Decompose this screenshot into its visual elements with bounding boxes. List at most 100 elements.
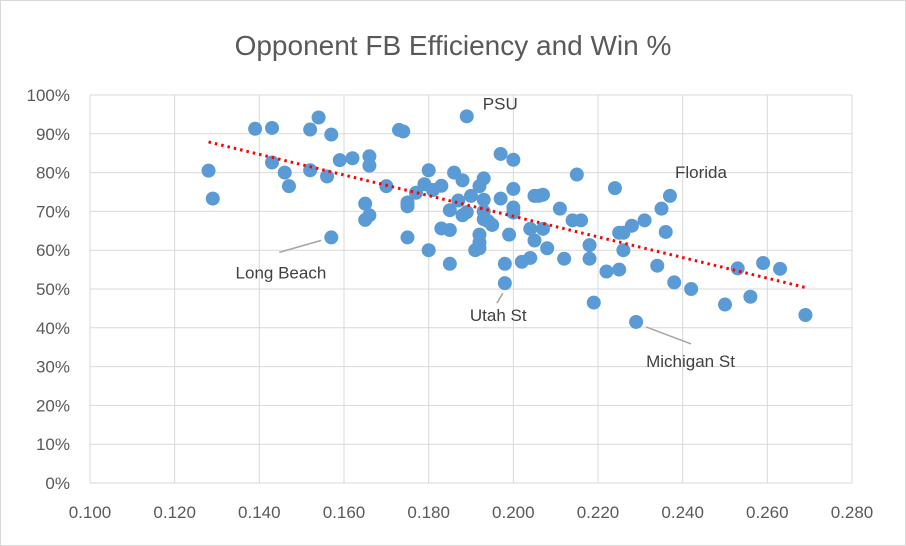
annotation-label: Florida [675, 163, 728, 182]
y-tick-label: 90% [36, 125, 70, 144]
x-axis-tick-labels: 0.100 0.120 0.140 0.160 0.180 0.200 0.220 0.240… [69, 503, 874, 522]
y-axis-tick-labels: 0% 10% 20% 30% 40% 50% 60% 70% 80% 90% 100% [27, 86, 70, 493]
x-tick-label: 0.120 [153, 503, 196, 522]
data-point [358, 196, 373, 211]
data-point [464, 188, 478, 203]
data-point [455, 173, 470, 188]
data-point [400, 230, 415, 245]
data-point [248, 121, 263, 136]
data-point [743, 289, 758, 304]
data-point [607, 181, 622, 196]
data-point [442, 223, 457, 238]
data-point [459, 205, 474, 220]
y-tick-label: 70% [36, 202, 70, 221]
data-point [265, 155, 280, 170]
data-point [730, 261, 745, 276]
chart-title: Opponent FB Efficiency and Win % [235, 30, 672, 61]
data-point [662, 188, 677, 203]
x-tick-label: 0.260 [746, 503, 789, 522]
data-point [535, 221, 550, 236]
data-point [324, 230, 339, 245]
data-point [506, 205, 521, 220]
data-point [557, 251, 572, 266]
data-point [637, 213, 652, 228]
x-tick-label: 0.200 [492, 503, 535, 522]
data-point [408, 185, 423, 200]
annotation-label: Utah St [470, 306, 527, 325]
annotation-label: Long Beach [236, 263, 327, 282]
data-point [311, 110, 326, 125]
y-tick-label: 80% [36, 164, 70, 183]
data-point [569, 167, 584, 182]
x-tick-label: 0.180 [407, 503, 450, 522]
data-point [756, 256, 771, 271]
data-point [586, 295, 601, 310]
data-point [493, 146, 508, 161]
data-points [201, 109, 813, 329]
x-tick-label: 0.140 [238, 503, 281, 522]
data-point [400, 199, 415, 214]
x-tick-label: 0.160 [323, 503, 366, 522]
data-point [362, 208, 377, 223]
data-point [773, 261, 788, 276]
data-point [472, 235, 487, 250]
x-tick-label: 0.220 [577, 503, 620, 522]
data-point [506, 181, 521, 196]
y-tick-label: 20% [36, 396, 70, 415]
data-point [658, 224, 673, 239]
data-point [654, 201, 669, 216]
data-point [540, 241, 555, 256]
data-point [718, 297, 732, 312]
data-point [320, 169, 335, 184]
data-point [527, 233, 542, 248]
data-point [582, 238, 597, 253]
data-point [442, 256, 457, 271]
data-point [442, 203, 457, 218]
data-point [277, 165, 292, 180]
data-point [684, 282, 699, 296]
data-point [324, 127, 339, 142]
data-point [434, 178, 449, 193]
annotations: PSU Florida Long Beach Utah St Michigan St [236, 94, 736, 371]
x-tick-label: 0.280 [831, 503, 874, 522]
y-tick-label: 40% [36, 319, 70, 338]
data-point [535, 187, 550, 202]
x-tick-label: 0.240 [661, 503, 704, 522]
data-point [624, 218, 639, 233]
data-point [582, 251, 597, 266]
y-tick-label: 60% [36, 241, 70, 260]
annotation-label: Michigan St [646, 352, 735, 371]
x-tick-label: 0.100 [69, 503, 112, 522]
annotation-leader-line [645, 326, 692, 345]
annotation-label: PSU [483, 94, 518, 113]
data-point [629, 314, 644, 329]
data-point [616, 243, 631, 258]
data-point [497, 276, 512, 291]
data-point [612, 262, 627, 277]
data-point [650, 258, 665, 273]
y-tick-label: 0% [45, 474, 70, 493]
data-point [345, 151, 360, 166]
data-point [265, 120, 280, 135]
data-point [552, 201, 567, 216]
y-tick-label: 100% [27, 86, 70, 105]
data-point [303, 163, 318, 178]
trendline-layer [208, 140, 806, 289]
data-point [497, 256, 512, 271]
y-tick-label: 10% [36, 435, 70, 454]
data-point [506, 152, 521, 167]
data-point [523, 221, 538, 236]
data-point [667, 275, 682, 290]
y-tick-label: 30% [36, 358, 70, 377]
data-point [362, 158, 377, 173]
data-point [205, 191, 220, 206]
data-point [798, 307, 813, 322]
data-point [303, 122, 318, 137]
data-point [332, 153, 347, 168]
annotation-leader-line [279, 239, 322, 254]
trendline [208, 140, 806, 289]
data-point [523, 250, 538, 265]
